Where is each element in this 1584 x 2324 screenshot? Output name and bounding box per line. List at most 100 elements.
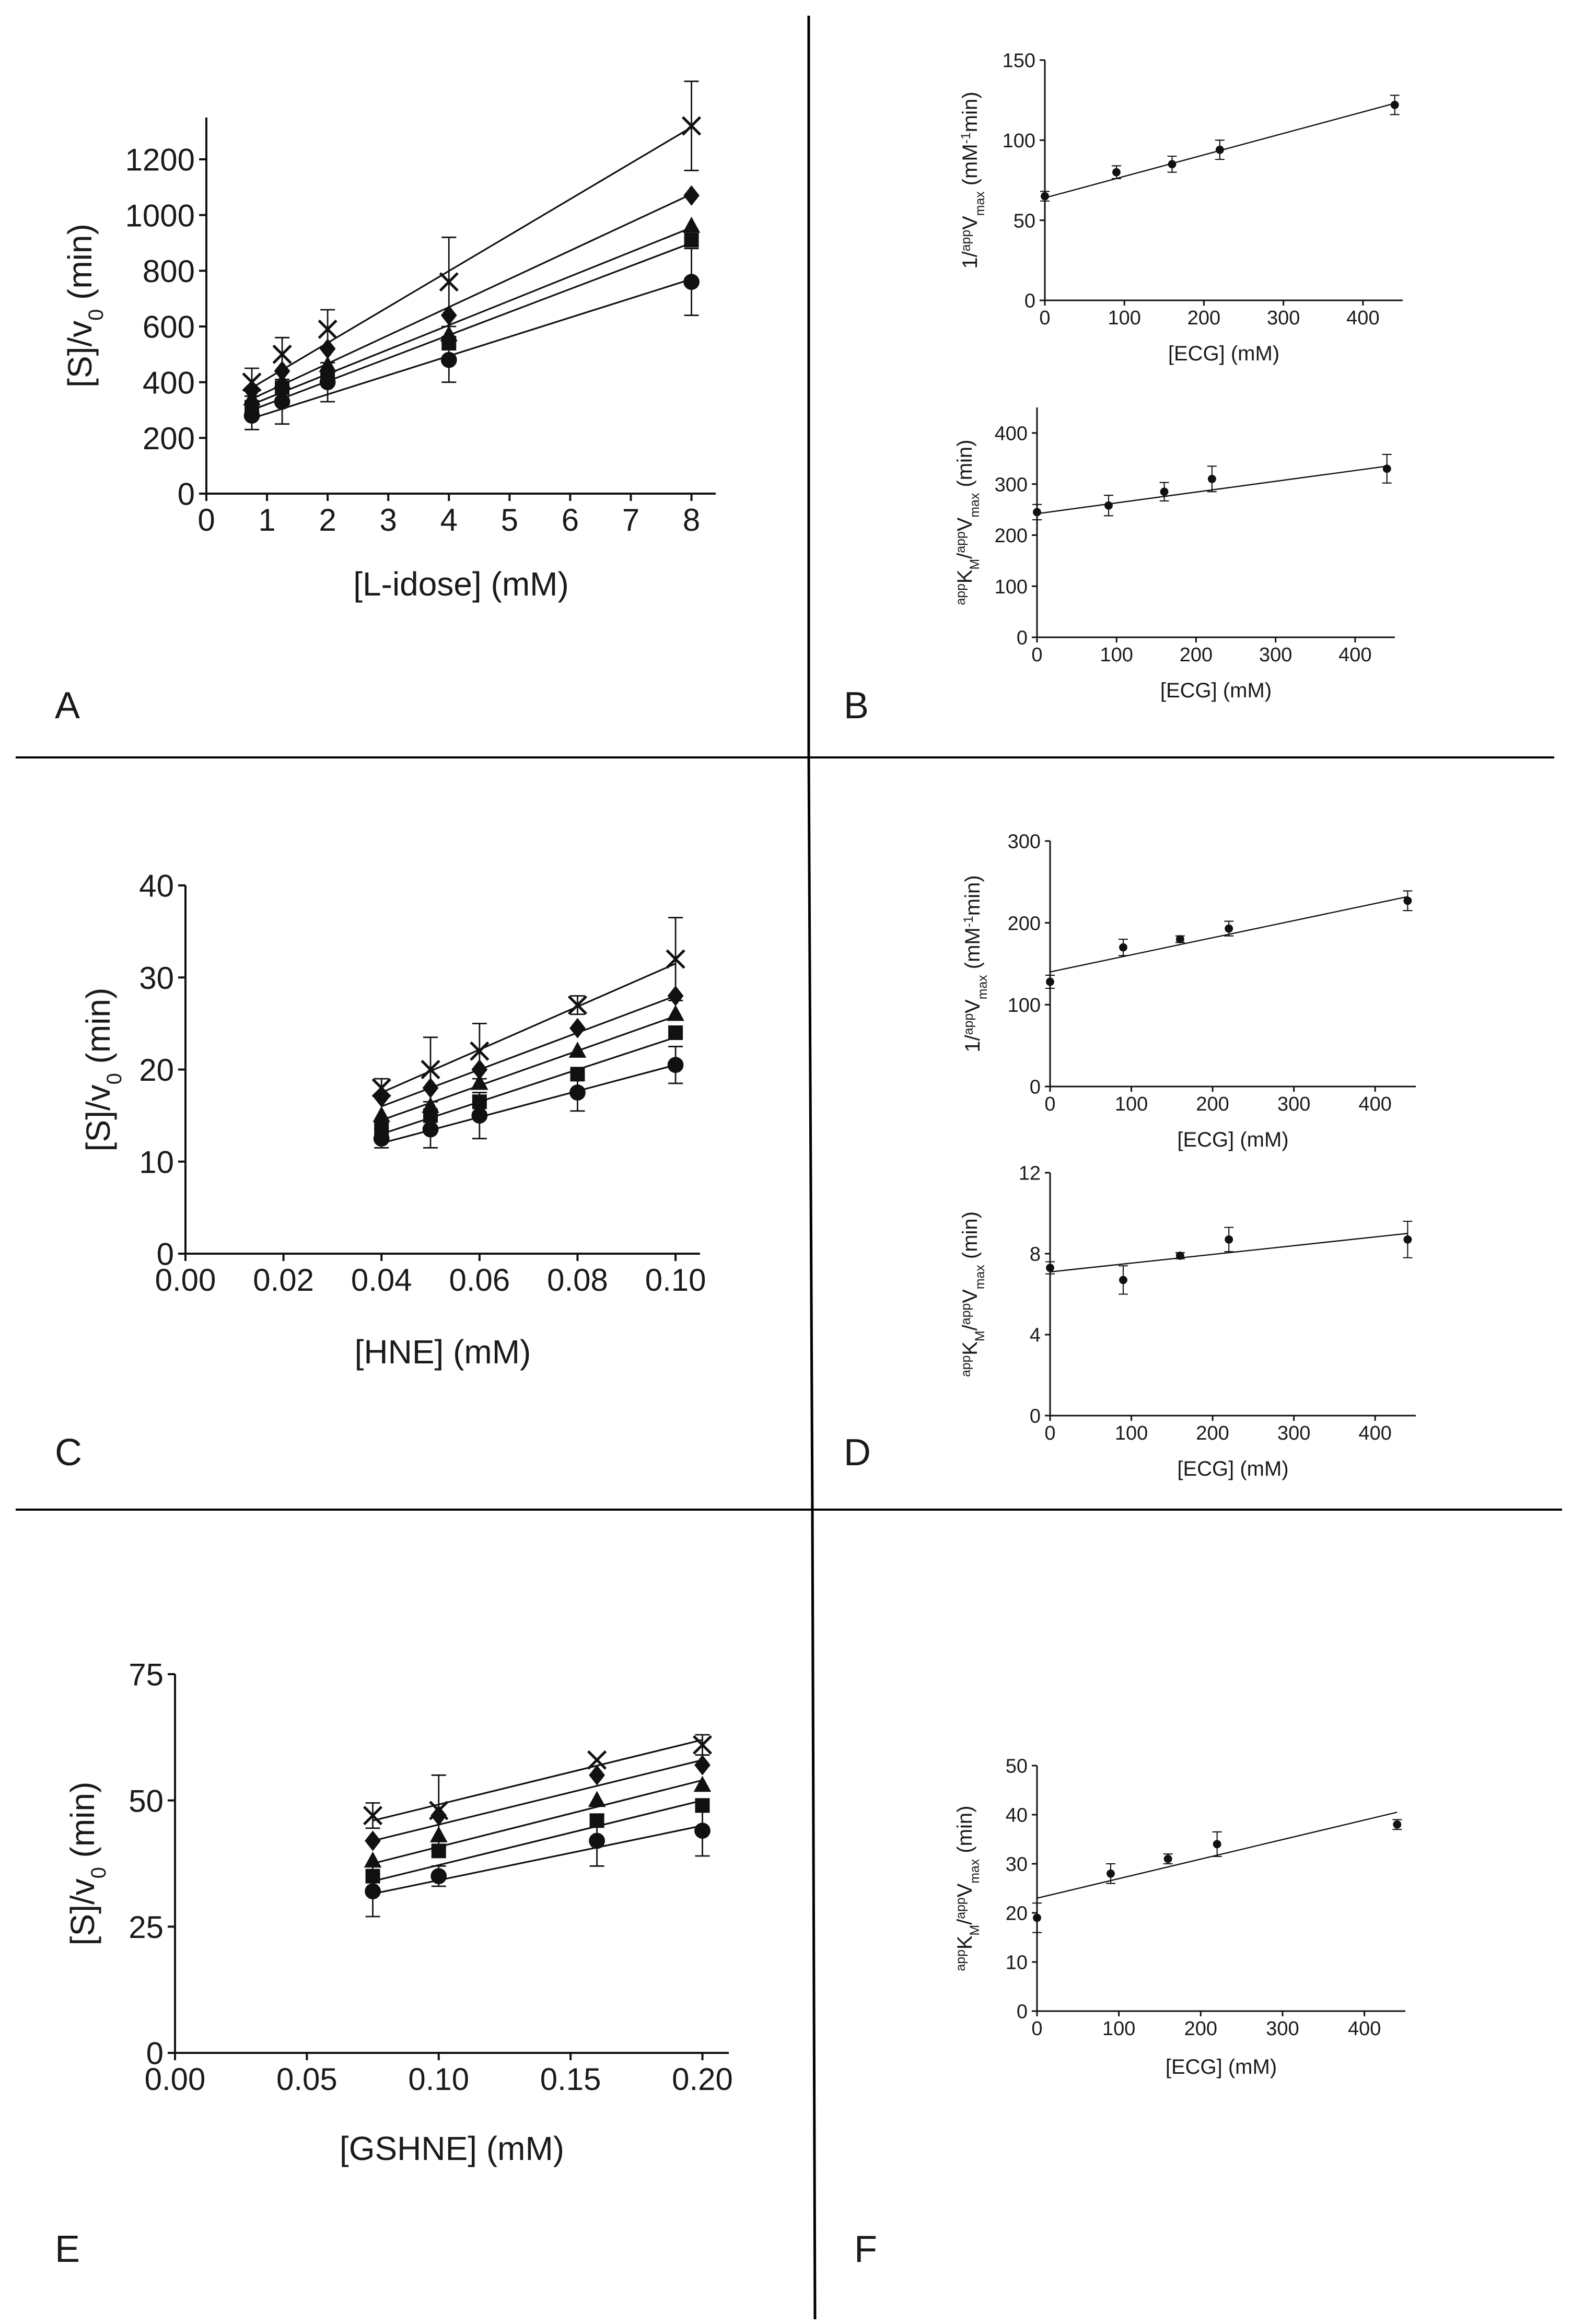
data-point-circle bbox=[1175, 1251, 1184, 1260]
x-tick-label: 5 bbox=[501, 503, 518, 538]
x-tick-label: 200 bbox=[1184, 2018, 1217, 2040]
data-point-circle bbox=[422, 1121, 439, 1138]
x-axis-label: [ECG] (mM) bbox=[1168, 342, 1279, 365]
y-tick-label: 0 bbox=[157, 1237, 174, 1272]
y-tick-label: 75 bbox=[129, 1657, 164, 1692]
x-tick-label: 0.10 bbox=[645, 1263, 706, 1298]
x-tick-label: 300 bbox=[1277, 1422, 1310, 1444]
data-point-triangle bbox=[429, 1826, 448, 1842]
y-tick-label: 0 bbox=[1017, 627, 1028, 649]
data-point-circle bbox=[1175, 935, 1184, 943]
data-point-x bbox=[470, 1041, 490, 1061]
y-axis-label: appKM/appVmax (min) bbox=[953, 440, 982, 605]
x-tick-label: 0.10 bbox=[408, 2062, 469, 2097]
series-points bbox=[1045, 1220, 1413, 1295]
data-point-circle bbox=[1168, 160, 1177, 169]
y-axis-label: [S]/v0 (min) bbox=[79, 988, 126, 1152]
data-point-circle bbox=[1107, 1869, 1115, 1878]
panel-letter-d: D bbox=[844, 1432, 871, 1474]
data-point-circle bbox=[440, 352, 457, 368]
panel-letter-f: F bbox=[854, 2228, 877, 2270]
data-point-circle bbox=[1104, 501, 1113, 510]
y-axis-label: appKM/appVmax (min) bbox=[959, 1211, 987, 1377]
x-tick-label: 0 bbox=[1031, 2018, 1042, 2040]
x-tick-label: 100 bbox=[1108, 307, 1141, 329]
y-tick-label: 1200 bbox=[125, 143, 195, 178]
y-tick-label: 10 bbox=[1006, 1952, 1028, 1974]
y-tick-label: 200 bbox=[1008, 913, 1041, 935]
series-triangle bbox=[243, 216, 701, 406]
y-tick-label: 0 bbox=[1017, 2001, 1028, 2023]
x-tick-label: 0.05 bbox=[276, 2062, 337, 2097]
data-point-x bbox=[421, 1059, 440, 1080]
fit-line bbox=[251, 193, 692, 400]
data-point-x bbox=[318, 319, 337, 339]
x-axis-label: [ECG] (mM) bbox=[1160, 679, 1272, 702]
data-point-circle bbox=[1403, 896, 1412, 905]
y-tick-label: 25 bbox=[129, 1910, 164, 1945]
fit-line bbox=[251, 227, 692, 405]
data-point-diamond bbox=[589, 1765, 605, 1785]
x-tick-label: 4 bbox=[440, 503, 458, 538]
data-point-x bbox=[666, 949, 685, 969]
data-point-circle bbox=[1393, 1820, 1402, 1829]
x-tick-label: 400 bbox=[1346, 307, 1379, 329]
divider-vertical-bottom bbox=[811, 1509, 817, 2320]
y-tick-label: 12 bbox=[1019, 1163, 1041, 1185]
y-tick-label: 0 bbox=[1030, 1406, 1041, 1428]
data-point-x bbox=[692, 1735, 713, 1755]
y-tick-label: 400 bbox=[143, 365, 195, 400]
x-tick-label: 3 bbox=[380, 503, 397, 538]
y-axis-label: 1/appVmax (mM-1min) bbox=[961, 875, 990, 1052]
data-point-circle bbox=[1033, 1913, 1041, 1922]
chart-b-top: 0 100 200 300 400 0 50 100 150 [ECG] (mM) 1/appVma… bbox=[959, 50, 1403, 365]
data-point-x bbox=[681, 116, 702, 136]
series-circle bbox=[365, 1804, 711, 1918]
data-point-diamond bbox=[694, 1755, 711, 1776]
fit-line bbox=[251, 278, 692, 419]
x-tick-label: 100 bbox=[1100, 644, 1133, 666]
x-tick-label: 100 bbox=[1102, 2018, 1135, 2040]
data-point-circle bbox=[430, 1868, 447, 1885]
data-point-diamond bbox=[683, 185, 700, 206]
series-triangle bbox=[372, 1005, 684, 1123]
y-tick-label: 200 bbox=[995, 525, 1028, 547]
panel-letter-b: B bbox=[844, 685, 869, 727]
series-diamond bbox=[243, 185, 700, 401]
y-tick-label: 300 bbox=[995, 474, 1028, 496]
data-point-diamond bbox=[373, 1087, 390, 1107]
data-point-triangle bbox=[588, 1791, 606, 1807]
data-point-circle bbox=[1041, 192, 1049, 201]
data-point-circle bbox=[1163, 1854, 1172, 1863]
y-tick-label: 100 bbox=[1008, 995, 1041, 1017]
x-tick-label: 2 bbox=[319, 503, 336, 538]
panel-letter-a: A bbox=[55, 685, 80, 727]
x-tick-label: 400 bbox=[1338, 644, 1371, 666]
data-point-triangle bbox=[364, 1851, 382, 1868]
y-tick-label: 50 bbox=[129, 1783, 164, 1818]
x-tick-label: 200 bbox=[1180, 644, 1213, 666]
x-tick-label: 0.04 bbox=[351, 1263, 412, 1298]
x-tick-label: 0.15 bbox=[540, 2062, 601, 2097]
chart-f: 0 100 200 300 400 0 10 20 30 40 50 [ECG] (mM) appKM/… bbox=[953, 1756, 1405, 2078]
panel-letter-e: E bbox=[55, 2228, 80, 2270]
y-tick-label: 30 bbox=[139, 961, 174, 996]
x-tick-label: 100 bbox=[1115, 1093, 1148, 1115]
data-point-circle bbox=[1119, 1276, 1127, 1284]
chart-c: 0.00 0.02 0.04 0.06 0.08 0.10 0 10 20 30 40 [HNE] (… bbox=[79, 869, 706, 1371]
y-tick-label: 0 bbox=[146, 2036, 164, 2071]
data-point-circle bbox=[1225, 1235, 1233, 1244]
plots-layer: 0 1 2 3 4 5 6 7 8020040060080010001200[L-idose] … bbox=[61, 50, 1416, 2167]
y-tick-label: 150 bbox=[1003, 50, 1035, 72]
fit-line bbox=[372, 1825, 703, 1895]
data-point-x bbox=[587, 1750, 607, 1770]
y-tick-label: 300 bbox=[1008, 831, 1041, 853]
x-axis-label: [ECG] (mM) bbox=[1166, 2056, 1277, 2078]
series-square bbox=[374, 1025, 683, 1137]
y-tick-label: 50 bbox=[1006, 1756, 1028, 1778]
x-tick-label: 0 bbox=[1039, 307, 1050, 329]
data-point-circle bbox=[694, 1823, 711, 1839]
y-tick-label: 800 bbox=[143, 254, 195, 289]
y-tick-label: 0 bbox=[1024, 290, 1035, 312]
